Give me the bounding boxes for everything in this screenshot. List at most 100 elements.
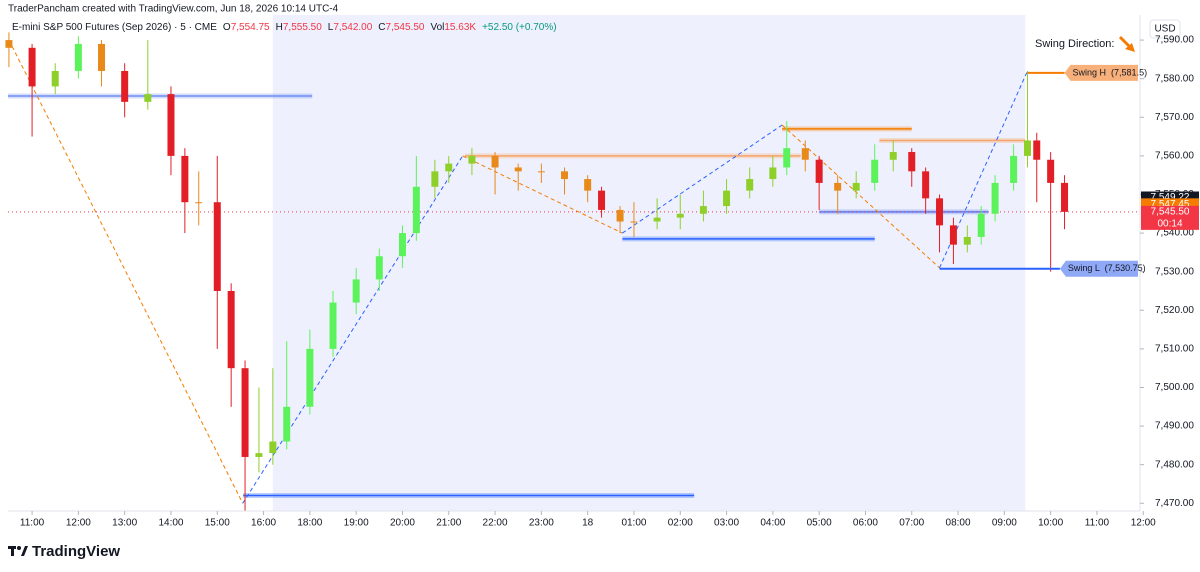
x-tick-label: 14:00 — [158, 518, 183, 529]
candle-body — [783, 148, 791, 168]
candle-body — [889, 152, 897, 160]
zigzag-segment — [242, 155, 464, 504]
candle-body — [306, 348, 314, 407]
legend-value: 7,542.00 — [333, 22, 372, 33]
candle-body — [852, 182, 860, 191]
zigzag-segment — [8, 39, 244, 504]
legend-symbol: E-mini S&P 500 Futures (Sep 2026) · 5 · … — [12, 22, 217, 33]
candle-body — [5, 40, 13, 48]
swing-label: Swing L (7,530.75) — [1068, 263, 1146, 273]
candle-body — [616, 209, 624, 222]
price-marker-label: 7,549.22 — [1151, 192, 1190, 203]
candle-body — [537, 171, 545, 173]
candle-body — [991, 182, 999, 214]
legend-value: 7,554.75 — [231, 22, 270, 33]
candle-body — [352, 279, 360, 303]
candle-body — [908, 152, 916, 172]
y-tick-label: 7,480.00 — [1155, 459, 1194, 470]
legend-value: 15.63K — [444, 22, 476, 33]
x-tick-label: 18 — [582, 518, 594, 529]
legend-key: C — [378, 22, 385, 33]
y-tick-label: 7,590.00 — [1155, 35, 1194, 46]
x-tick-label: 16:00 — [251, 518, 276, 529]
x-tick-label: 21:00 — [436, 518, 461, 529]
candle-body — [598, 190, 606, 210]
candle-body — [630, 221, 638, 223]
candle-body — [227, 290, 235, 369]
candle-body — [412, 186, 420, 234]
x-tick-label: 07:00 — [899, 518, 924, 529]
y-tick-label: 7,580.00 — [1155, 73, 1194, 84]
candle-body — [653, 217, 661, 222]
candle-body — [1061, 182, 1069, 212]
candle-body — [51, 70, 59, 87]
x-tick-label: 11:00 — [20, 518, 45, 529]
y-tick-label: 7,570.00 — [1155, 112, 1194, 123]
candle-body — [769, 167, 777, 180]
x-tick-label: 13:00 — [112, 518, 137, 529]
price-marker-sublabel: 00:14 — [1157, 218, 1182, 229]
x-tick-label: 20:00 — [390, 518, 415, 529]
candle-body — [375, 256, 383, 280]
x-tick-label: 19:00 — [344, 518, 369, 529]
candle-body — [398, 233, 406, 257]
candle-body — [871, 159, 879, 183]
candle-body — [144, 94, 152, 102]
legend-key: Vol — [430, 22, 444, 33]
x-tick-label: 15:00 — [205, 518, 230, 529]
candle-body — [241, 368, 249, 457]
candle-body — [468, 155, 476, 164]
watermark: TradingView — [32, 543, 120, 560]
session-band — [272, 15, 1026, 511]
x-tick-label: 10:00 — [1038, 518, 1063, 529]
zigzag-segment — [462, 155, 623, 234]
candle-body — [723, 190, 731, 207]
candle-body — [255, 453, 263, 457]
candle-body — [195, 202, 203, 204]
candle-body — [977, 213, 985, 237]
x-tick-label: 23:00 — [529, 518, 554, 529]
legend-key: L — [328, 22, 334, 33]
candle-body — [584, 179, 592, 191]
swing-label-box — [1059, 260, 1138, 277]
x-tick-label: 05:00 — [807, 518, 832, 529]
x-tick-label: 03:00 — [714, 518, 739, 529]
swing-direction-arrow — [1118, 35, 1135, 52]
swing-label-box — [1064, 64, 1138, 81]
legend-key: O — [223, 22, 231, 33]
plot-area — [5, 15, 1140, 511]
x-tick-label: 01:00 — [621, 518, 646, 529]
swing-direction-label: Swing Direction: — [1035, 38, 1114, 50]
y-tick-label: 7,470.00 — [1155, 498, 1194, 509]
price-marker-label: 7,547.45 — [1151, 199, 1190, 210]
candle-body — [922, 171, 930, 199]
candle-body — [121, 70, 129, 102]
candle-body — [834, 182, 842, 191]
logo — [8, 546, 28, 556]
x-tick-label: 08:00 — [946, 518, 971, 529]
header: TraderPancham created with TradingView.c… — [8, 4, 339, 15]
candle-body — [963, 236, 971, 245]
x-tick-label: 04:00 — [760, 518, 785, 529]
x-tick-label: 09:00 — [992, 518, 1017, 529]
candle-body — [329, 302, 337, 349]
candle-body — [815, 159, 823, 183]
y-tick-label: 7,540.00 — [1155, 228, 1194, 239]
candle-body — [1023, 140, 1031, 156]
candle-body — [1033, 140, 1041, 160]
candle-body — [676, 213, 684, 218]
y-tick-label: 7,530.00 — [1155, 266, 1194, 277]
x-tick-label: 22:00 — [483, 518, 508, 529]
y-tick-label: 7,500.00 — [1155, 382, 1194, 393]
legend-change: +52.50 (+0.70%) — [482, 22, 557, 33]
candle-body — [491, 155, 499, 168]
y-tick-label: 7,520.00 — [1155, 305, 1194, 316]
legend-value: 7,545.50 — [386, 22, 425, 33]
candle-body — [167, 94, 175, 156]
candle-body — [1047, 159, 1055, 183]
x-tick-label: 18:00 — [297, 518, 322, 529]
x-tick-label: 11:00 — [1085, 518, 1110, 529]
candle-body — [269, 441, 277, 454]
candle-body — [936, 198, 944, 226]
candle-body — [699, 206, 707, 214]
